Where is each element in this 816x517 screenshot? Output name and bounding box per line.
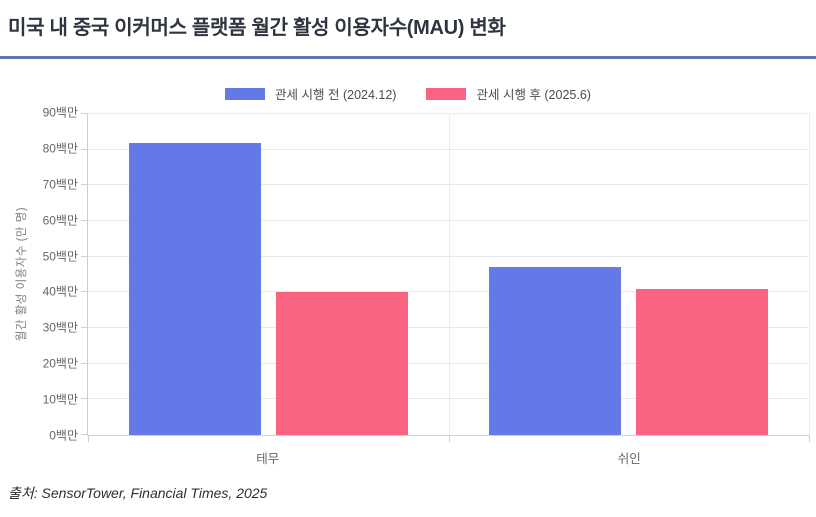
y-axis-tickmark	[81, 327, 87, 328]
y-axis-tickmark	[81, 434, 87, 435]
bar-group-temu	[88, 114, 449, 435]
x-axis-category-label: 테무	[256, 452, 280, 466]
chart-title: 미국 내 중국 이커머스 플랫폼 월간 활성 이용자수(MAU) 변화	[8, 17, 506, 39]
y-axis-tickmark	[81, 291, 87, 293]
y-axis-tickmark	[81, 398, 87, 400]
x-axis-tickmark	[448, 436, 450, 442]
legend-swatch-after-icon	[426, 87, 467, 100]
source-note: 출처: SensorTower, Financial Times, 2025	[8, 485, 268, 501]
y-axis-tickmark	[81, 220, 87, 221]
legend-item-before[interactable]: 관세 시행 전 (2024.12)	[225, 84, 396, 103]
legend-swatch-before-icon	[225, 87, 266, 100]
legend-item-after[interactable]: 관세 시행 후 (2025.6)	[426, 84, 591, 103]
y-axis-tickmark	[81, 113, 87, 114]
y-axis-tickmark	[81, 148, 87, 150]
legend-label-before: 관세 시행 전 (2024.12)	[275, 88, 397, 102]
y-axis-tick-label: 60백만	[42, 213, 78, 228]
y-axis-tickmark	[81, 362, 87, 364]
bar-temu-after[interactable]	[275, 292, 408, 435]
y-axis-tick-label: 30백만	[42, 320, 78, 335]
legend: 관세 시행 전 (2024.12) 관세 시행 후 (2025.6)	[0, 84, 816, 103]
x-axis-category-label: 쉬인	[617, 452, 641, 466]
y-axis-tick-label: 20백만	[42, 356, 78, 371]
x-axis-labels: 테무 쉬인	[87, 448, 810, 467]
y-axis-tick-label: 0백만	[49, 428, 78, 443]
y-axis-tick-label: 70백만	[42, 177, 78, 192]
y-axis-tick-label: 50백만	[42, 249, 78, 264]
legend-label-after: 관세 시행 후 (2025.6)	[476, 88, 591, 102]
vertical-gridline	[448, 114, 450, 435]
y-axis-tick-labels: 0백만 10백만 20백만 30백만 40백만 50백만 60백만 70백만 80백만 90백만	[0, 106, 78, 442]
y-axis-tick-label: 80백만	[42, 141, 78, 156]
y-axis-tick-label: 90백만	[42, 105, 78, 120]
plot-area	[81, 113, 810, 442]
title-underline	[0, 56, 816, 59]
y-axis-tick-label: 40백만	[42, 284, 78, 299]
bar-temu-before[interactable]	[128, 142, 261, 435]
bar-shein-after[interactable]	[636, 288, 769, 435]
x-axis-tickmark	[809, 436, 810, 442]
bar-group-shein	[449, 114, 810, 435]
x-axis-tickmark	[88, 436, 89, 442]
bar-shein-before[interactable]	[489, 267, 622, 435]
y-axis-tickmark	[81, 184, 87, 186]
y-axis-tickmark	[81, 255, 87, 257]
y-axis-tick-label: 10백만	[42, 392, 78, 407]
